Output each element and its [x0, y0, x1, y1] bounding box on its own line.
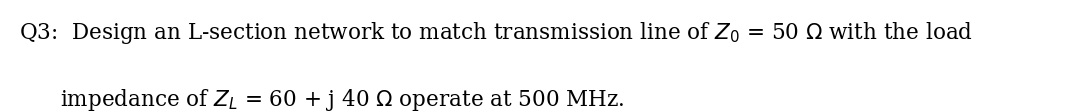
- Text: impedance of $Z_L$ = 60 + j 40 $\Omega$ operate at 500 MHz.: impedance of $Z_L$ = 60 + j 40 $\Omega$ …: [19, 87, 625, 111]
- Text: Q3:  Design an L-section network to match transmission line of $Z_0$ = 50 $\Omeg: Q3: Design an L-section network to match…: [19, 20, 973, 46]
